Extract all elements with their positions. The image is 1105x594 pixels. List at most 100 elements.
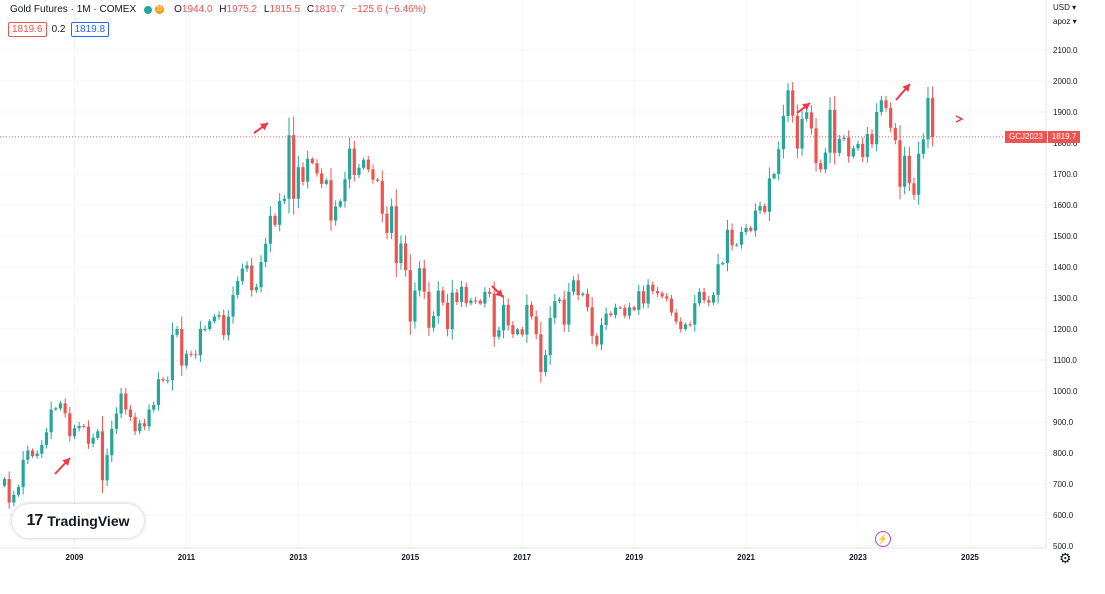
price-axis[interactable]: 2100.0 2000.0 1900.0 1800.0 1700.0 1600.0 1500… (1053, 46, 1078, 551)
candle (376, 177, 380, 183)
candle (823, 148, 827, 174)
candle (338, 199, 342, 209)
candle (805, 108, 809, 122)
time-axis[interactable]: 2009 2011 2013 2015 2017 2019 2021 2023 2025 (66, 553, 980, 562)
candle (735, 242, 739, 247)
candle (124, 387, 128, 415)
candle (390, 198, 394, 240)
symbol-title[interactable]: Gold Futures · 1M · COMEX (10, 4, 137, 15)
price-axis-label: 2000.0 (1053, 77, 1078, 86)
candle (828, 97, 832, 164)
candle (422, 259, 426, 299)
annotation-arrow[interactable] (491, 285, 504, 298)
candle (609, 311, 613, 317)
market-status-icon[interactable] (144, 5, 153, 14)
annotation-arrow[interactable] (54, 457, 71, 475)
candle (128, 405, 133, 421)
candle (814, 118, 818, 172)
candle (459, 280, 464, 308)
candle (707, 295, 711, 307)
candle (110, 420, 114, 463)
candle (417, 261, 422, 297)
candle (716, 253, 720, 304)
candle (856, 140, 860, 151)
candle (553, 293, 557, 324)
candle (268, 206, 272, 252)
candle (273, 213, 277, 228)
candle (380, 170, 384, 223)
high-label: H (219, 4, 227, 15)
candle (483, 287, 487, 308)
time-axis-label: 2019 (625, 553, 643, 562)
candle (180, 316, 184, 376)
change-value: −125.6 (−6.46%) (351, 4, 426, 15)
lightning-icon[interactable]: ⚡ (875, 531, 891, 547)
chevron-right-icon[interactable] (955, 115, 964, 123)
chevron-down-icon: ▾ (1072, 17, 1077, 26)
price-axis-label: 700.0 (1053, 480, 1074, 489)
candle (711, 291, 716, 306)
annotation-arrows[interactable] (54, 83, 964, 475)
candle (441, 286, 445, 306)
scale-mode-selector[interactable]: apoz ▾ (1053, 17, 1077, 26)
annotation-arrow[interactable] (253, 122, 269, 134)
price-axis-label: 1700.0 (1053, 170, 1078, 179)
candle (114, 407, 119, 435)
candle (16, 484, 21, 497)
price-axis-label: 800.0 (1053, 449, 1074, 458)
annotation-arrow[interactable] (796, 102, 811, 114)
candle (362, 157, 366, 170)
price-axis-label: 600.0 (1053, 511, 1074, 520)
candle (604, 307, 608, 330)
price-axis-label: 900.0 (1053, 418, 1074, 427)
candle (445, 293, 450, 337)
low-label: L (263, 4, 270, 15)
candle (366, 156, 370, 173)
tradingview-logo[interactable]: 17 TradingView (12, 504, 144, 538)
candle (287, 117, 291, 214)
candle (875, 103, 879, 152)
candle (282, 194, 286, 205)
candle (217, 311, 221, 320)
candle (842, 134, 846, 142)
candle (623, 304, 627, 319)
candle (194, 350, 198, 359)
buy-price-button[interactable]: 1819.8 (70, 22, 110, 37)
candle (208, 319, 212, 331)
candle (562, 290, 566, 332)
candle (82, 423, 86, 429)
candle (669, 294, 674, 316)
candle (548, 306, 552, 365)
currency-selector[interactable]: USD ▾ (1053, 3, 1076, 12)
candle (520, 326, 524, 337)
candle (730, 223, 734, 251)
candle (72, 424, 77, 440)
candle (12, 490, 16, 507)
sell-price-button[interactable]: 1819.6 (8, 22, 47, 37)
candle (702, 287, 706, 304)
candle (26, 445, 30, 465)
gear-icon[interactable]: ⚙ (1059, 550, 1072, 566)
candle (534, 310, 538, 340)
time-axis-label: 2011 (178, 553, 196, 562)
time-axis-label: 2023 (849, 553, 867, 562)
annotation-arrow[interactable] (895, 83, 911, 101)
candle (590, 297, 594, 345)
time-axis-label: 2025 (961, 553, 979, 562)
close-label: C (306, 4, 315, 15)
delayed-data-badge[interactable]: D (155, 5, 165, 14)
candle (58, 400, 63, 411)
candle (786, 83, 790, 123)
candle (809, 105, 813, 135)
candle (543, 349, 548, 377)
candle (226, 310, 230, 341)
candle (926, 86, 930, 149)
candle (688, 321, 692, 328)
grid-lines (0, 0, 1046, 548)
candle (833, 95, 837, 165)
candle (40, 439, 44, 458)
candle (100, 416, 105, 493)
candle (721, 261, 725, 266)
candle (903, 146, 907, 195)
